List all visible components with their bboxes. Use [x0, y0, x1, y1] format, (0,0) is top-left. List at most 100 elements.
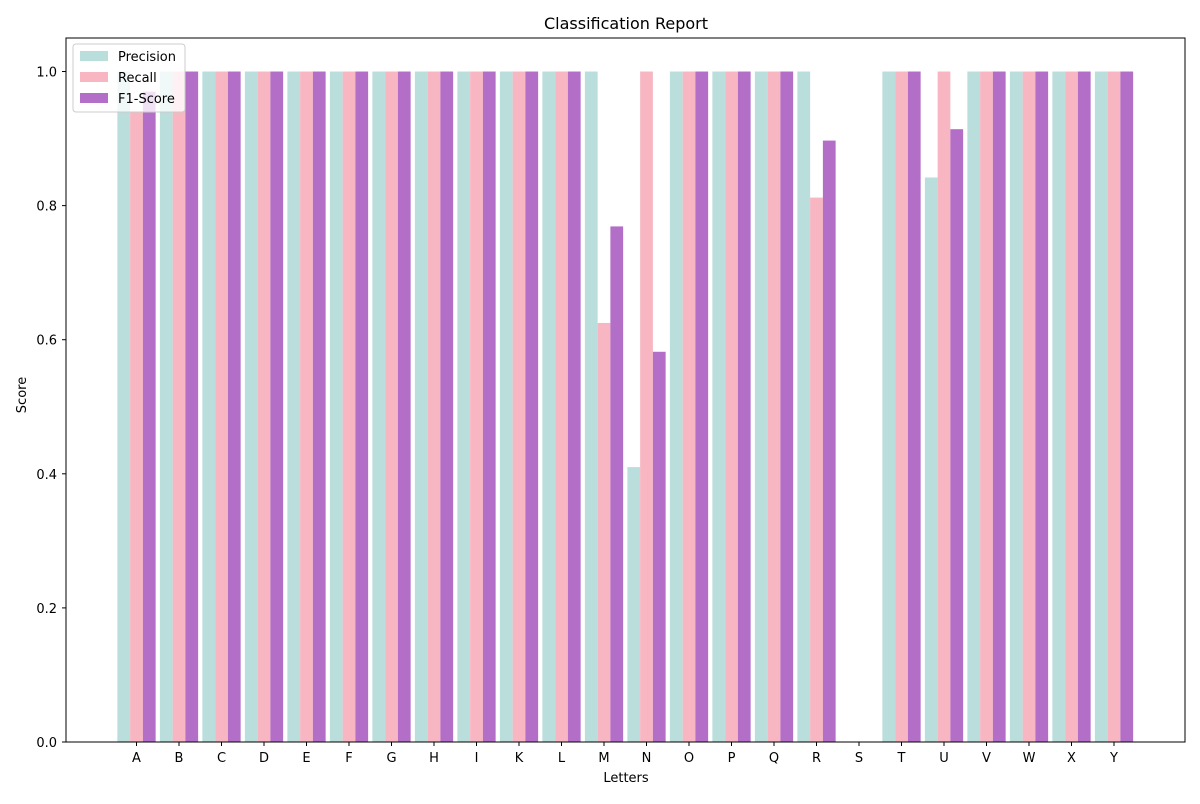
- bar-recall-m: [597, 322, 611, 742]
- bar-precision-b: [159, 71, 173, 742]
- x-tick-label: I: [475, 751, 479, 766]
- y-tick-label: 0.4: [36, 468, 57, 483]
- legend-swatch-f1-score: [80, 93, 108, 103]
- x-tick-label: U: [939, 751, 949, 766]
- x-axis-label: Letters: [603, 771, 649, 786]
- x-tick-label: S: [855, 751, 863, 766]
- plot-frame: [65, 37, 1186, 743]
- x-tick-label: P: [728, 751, 736, 766]
- bar-f1-score-c: [227, 71, 241, 742]
- bar-precision-a: [117, 71, 131, 742]
- x-tick-label: W: [1023, 751, 1036, 766]
- bar-precision-n: [627, 467, 641, 742]
- legend-label: F1-Score: [118, 92, 175, 107]
- bar-precision-r: [797, 71, 811, 742]
- x-tick-label: K: [515, 751, 524, 766]
- bar-f1-score-g: [397, 71, 411, 742]
- bar-recall-p: [725, 71, 738, 742]
- legend: Precision Recall F1-Score: [72, 43, 186, 113]
- x-tick-label: T: [897, 751, 906, 766]
- bar-f1-score-u: [950, 129, 964, 742]
- y-axis-label: Score: [15, 377, 30, 413]
- bar-recall-i: [470, 71, 483, 742]
- bar-precision-f: [329, 71, 343, 742]
- axes-group: [65, 37, 1186, 743]
- y-tick-label: 0.8: [36, 200, 57, 215]
- bar-precision-d: [244, 71, 258, 742]
- bar-recall-f: [342, 71, 356, 742]
- bar-recall-e: [300, 71, 313, 742]
- bar-precision-k: [499, 71, 513, 742]
- bar-f1-score-d: [270, 71, 284, 742]
- bar-f1-score-p: [737, 71, 751, 742]
- bar-f1-score-w: [1035, 71, 1049, 742]
- bar-f1-score-k: [525, 71, 539, 742]
- bar-recall-r: [810, 197, 823, 742]
- x-tick-label: G: [386, 751, 396, 766]
- bar-f1-score-a: [142, 91, 156, 742]
- bar-precision-v: [967, 71, 981, 742]
- x-tick-label: D: [259, 751, 269, 766]
- y-tick-label: 0.6: [36, 334, 57, 349]
- bar-recall-t: [895, 71, 908, 742]
- bar-f1-score-x: [1077, 71, 1091, 742]
- bar-recall-h: [427, 71, 441, 742]
- chart-title: Classification Report: [544, 14, 708, 33]
- x-tick-label: B: [175, 751, 184, 766]
- bar-recall-x: [1065, 71, 1078, 742]
- bar-precision-l: [542, 71, 556, 742]
- bar-recall-l: [555, 71, 568, 742]
- x-tick-label: L: [558, 751, 566, 766]
- y-ticks-group: 0.0 0.2 0.4 0.6 0.8 1.0: [36, 66, 66, 751]
- x-tick-label: V: [982, 751, 991, 766]
- legend-label: Precision: [118, 50, 176, 65]
- bar-f1-score-q: [780, 71, 794, 742]
- x-tick-label: Y: [1109, 751, 1118, 766]
- bar-precision-y: [1094, 71, 1108, 742]
- bar-recall-w: [1022, 71, 1036, 742]
- legend-swatch-recall: [80, 72, 108, 82]
- bar-f1-score-i: [482, 71, 496, 742]
- bar-recall-y: [1107, 71, 1121, 742]
- legend-swatch-precision: [80, 51, 108, 61]
- bar-recall-o: [682, 71, 696, 742]
- bar-f1-score-b: [185, 71, 199, 742]
- y-tick-label: 0.2: [36, 602, 57, 617]
- x-tick-label: X: [1067, 751, 1076, 766]
- bar-precision-i: [457, 71, 471, 742]
- bar-f1-score-f: [355, 71, 369, 742]
- x-tick-label: C: [217, 751, 226, 766]
- bar-recall-g: [385, 71, 398, 742]
- bar-f1-score-l: [567, 71, 581, 742]
- bar-f1-score-e: [312, 71, 326, 742]
- bar-recall-v: [980, 71, 993, 742]
- bar-precision-o: [669, 71, 683, 742]
- bar-f1-score-v: [992, 71, 1006, 742]
- bar-f1-score-m: [610, 226, 624, 742]
- x-tick-label: N: [642, 751, 652, 766]
- x-tick-label: R: [812, 751, 821, 766]
- bar-precision-x: [1052, 71, 1066, 742]
- bar-precision-t: [882, 71, 896, 742]
- bar-recall-n: [640, 71, 653, 742]
- y-tick-label: 1.0: [36, 66, 57, 81]
- bar-precision-u: [924, 177, 938, 742]
- legend-label: Recall: [118, 71, 157, 86]
- bar-f1-score-r: [822, 140, 836, 742]
- x-tick-label: A: [132, 751, 141, 766]
- bar-precision-w: [1009, 71, 1023, 742]
- bar-f1-score-t: [907, 71, 921, 742]
- bar-recall-b: [172, 71, 186, 742]
- bar-recall-q: [767, 71, 781, 742]
- bar-f1-score-o: [695, 71, 709, 742]
- bar-f1-score-n: [652, 351, 666, 742]
- bar-f1-score-y: [1120, 71, 1134, 742]
- y-tick-label: 0.0: [36, 736, 57, 751]
- x-tick-label: H: [429, 751, 439, 766]
- bar-precision-e: [287, 71, 301, 742]
- bar-precision-p: [712, 71, 726, 742]
- bar-f1-score-h: [440, 71, 454, 742]
